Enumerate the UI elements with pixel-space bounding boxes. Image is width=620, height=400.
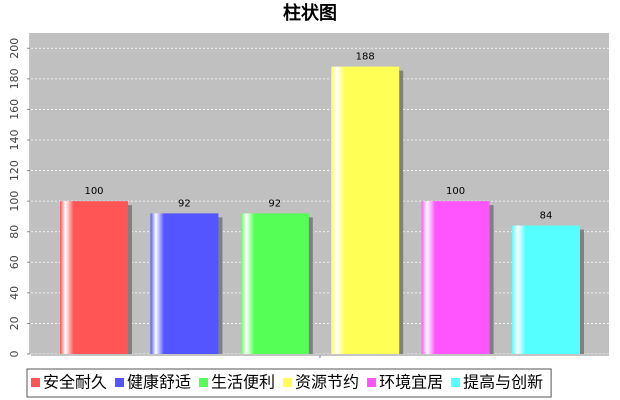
legend-label: 生活便利 (211, 373, 275, 392)
y-tick-label: 180 (8, 68, 21, 89)
legend-label: 环境宜居 (379, 373, 443, 392)
bar (512, 225, 580, 354)
value-label: 100 (84, 186, 103, 197)
value-label: 92 (268, 198, 281, 209)
y-tick-label: 80 (8, 225, 21, 239)
legend-label: 提高与创新 (463, 373, 543, 392)
chart-title: 柱状图 (283, 2, 337, 24)
legend-label: 资源节约 (295, 373, 359, 392)
bar (331, 66, 400, 354)
y-tick-label: 60 (8, 255, 21, 269)
bar (60, 201, 128, 354)
value-label: 100 (446, 186, 465, 197)
y-tick-label: 100 (8, 191, 21, 212)
value-label: 92 (178, 198, 191, 209)
legend-swatch (367, 378, 377, 387)
legend-label: 健康舒适 (127, 373, 191, 392)
value-label: 188 (356, 52, 375, 63)
legend-swatch (31, 378, 40, 387)
legend-label: 安全耐久 (43, 373, 107, 392)
bar (240, 213, 309, 354)
y-tick-label: 20 (8, 316, 21, 330)
bar (150, 213, 219, 354)
value-label: 84 (540, 211, 553, 222)
legend-swatch (283, 378, 293, 387)
y-tick-label: 0 (8, 351, 21, 358)
legend-swatch (199, 378, 209, 387)
y-tick-label: 160 (8, 99, 21, 120)
y-tick-label: 200 (8, 38, 21, 59)
legend-swatch (115, 378, 125, 387)
y-tick-label: 120 (8, 160, 21, 181)
y-tick-label: 140 (8, 130, 21, 151)
bar (421, 201, 490, 354)
y-tick-label: 40 (8, 286, 21, 300)
legend-swatch (451, 378, 461, 387)
